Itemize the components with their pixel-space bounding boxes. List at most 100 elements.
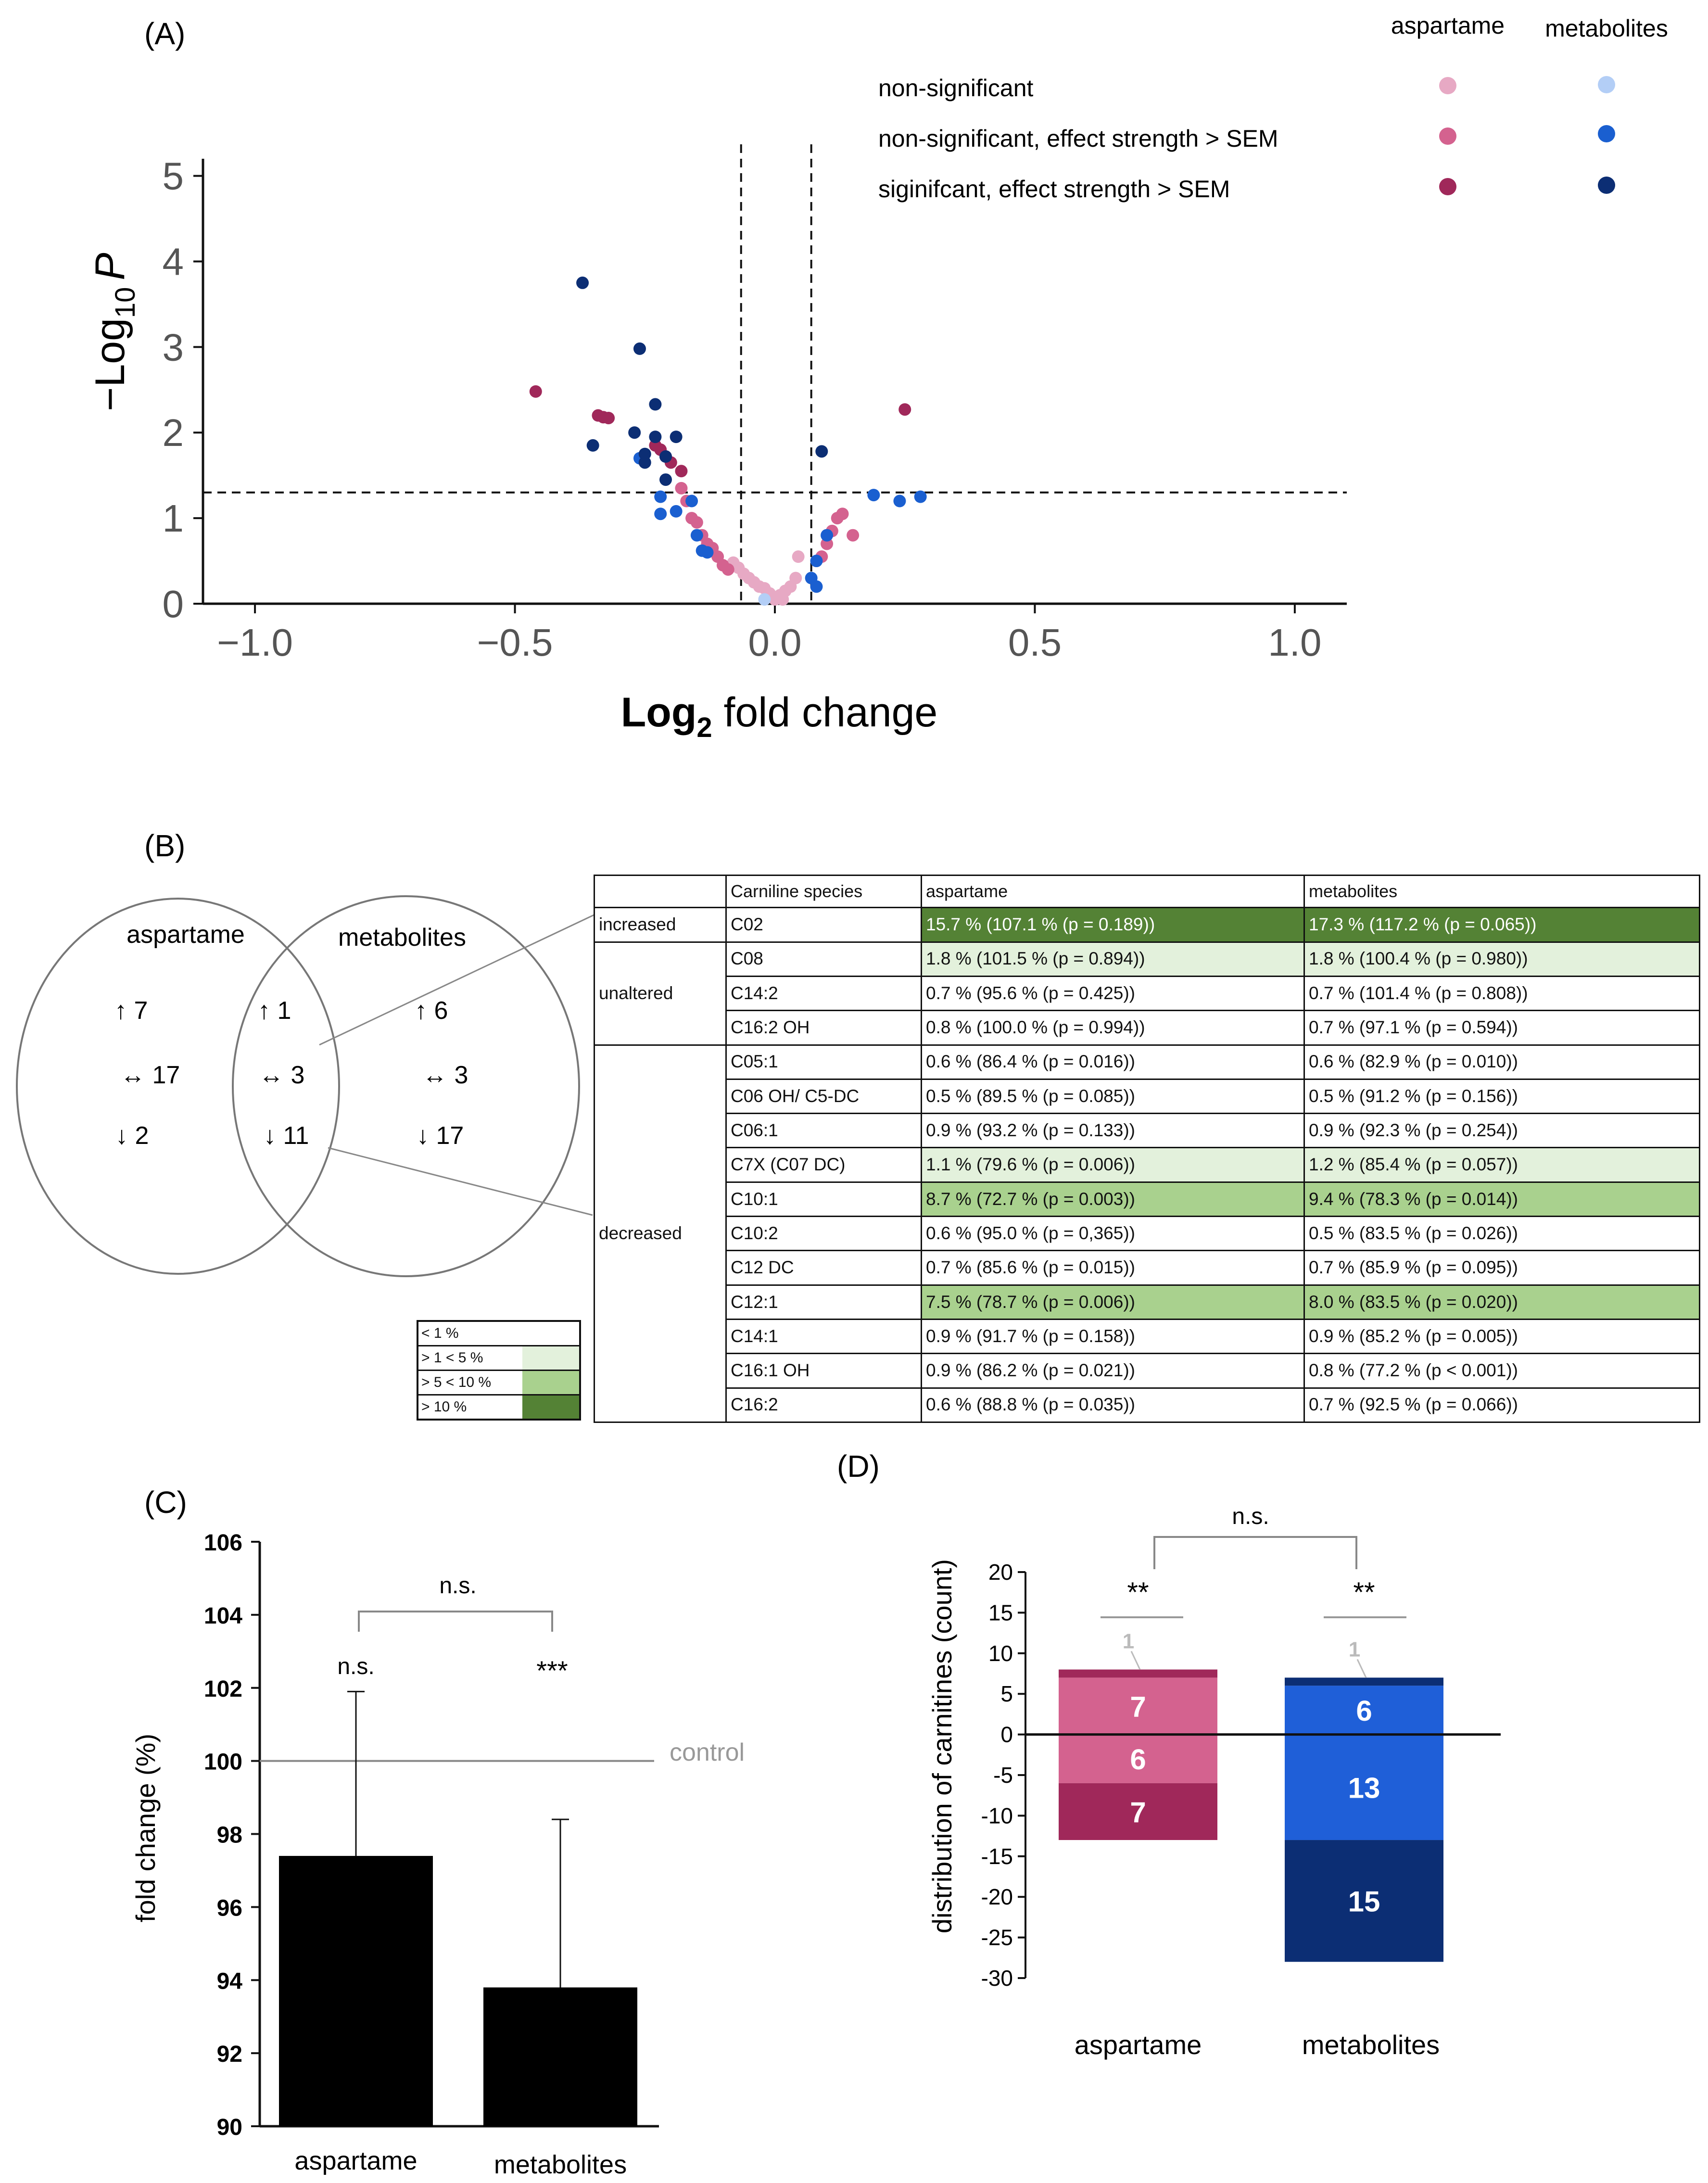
volcano-point [815,445,828,458]
legend-row-label: non-significant [878,75,1034,102]
c-bar-significance: *** [536,1655,568,1686]
c-y-tick-label: 102 [204,1676,242,1702]
volcano-point [847,529,860,542]
table-row: decreased C05:1 0.6 % (86.4 % (p = 0.016))… [594,1044,1700,1423]
volcano-ticks: −1.0 −0.5 0.0 0.5 1.0 0 1 2 3 4 5 [163,155,1322,664]
d-bar-significance: ** [1353,1577,1375,1608]
legend-row-label: non-significant, effect strength > SEM [878,125,1278,152]
d-bar-segment [1285,1840,1443,1962]
volcano-x-tick-label: 0.5 [1008,621,1062,664]
shade-legend-row: > 10 % [418,1396,579,1419]
volcano-point [659,473,672,486]
c-bar [279,1856,433,2126]
volcano-point [576,276,589,289]
legend-dot-asp-dark [1439,178,1456,195]
venn-title-metabolites: metabolites [338,924,466,952]
d-y-tick-label: -20 [981,1884,1013,1909]
legend-dot-asp-mid [1439,127,1456,145]
d-bracket-label: n.s. [1232,1504,1269,1529]
c-y-tick-label: 94 [217,1968,243,1994]
table-row: C06:1 0.9 % (93.2 % (p = 0.133)) 0.9 % (92… [595,1113,1700,1149]
volcano-points [529,276,927,606]
shade-legend-row: > 5 < 10 % [418,1371,579,1396]
volcano-x-tick-label: 0.0 [748,621,801,664]
table-metabolites-cell: 0.5 % (83.5 % (p = 0.026)) [1303,1216,1700,1252]
d-segment-label: 15 [1348,1886,1380,1918]
volcano-point [649,431,662,444]
shade-legend-swatch [522,1322,579,1345]
legend-row-label: siginifcant, effect strength > SEM [878,176,1230,203]
shade-legend: < 1 % > 1 < 5 % > 5 < 10 % > 10 % [417,1320,581,1421]
table-species-cell: C10:1 [725,1181,922,1218]
d-segment-label: 13 [1348,1772,1380,1804]
legend-col-metabolites: metabolites [1545,15,1668,42]
legend-col-aspartame: aspartame [1391,12,1505,39]
table-aspartame-cell: 1.8 % (101.5 % (p = 0.894)) [921,941,1305,977]
shade-legend-label: > 1 < 5 % [421,1350,483,1366]
volcano-point [586,439,599,452]
carnitine-table-body: Carniline species aspartame metabolites … [594,874,1700,1423]
table-metabolites-cell: 0.8 % (77.2 % (p < 0.001)) [1303,1353,1700,1389]
volcano-point [654,508,667,520]
legend-dot-met-light [1598,76,1615,93]
c-y-tick-label: 106 [204,1530,242,1556]
volcano-point [721,563,734,576]
volcano-thresholds [203,144,1347,604]
volcano-x-label-sub: 2 [696,712,712,743]
d-y-tick-label: 0 [1000,1722,1013,1747]
d-bar-segment [1059,1677,1217,1735]
volcano-y-label: −Log10 P [87,253,141,411]
c-bar-significance: n.s. [337,1654,374,1679]
venn-connector-top [319,892,641,1046]
volcano-y-label-minus: − [87,387,133,411]
table-aspartame-cell: 0.7 % (95.6 % (p = 0.425)) [921,975,1305,1012]
volcano-point [821,529,834,542]
table-header-row: Carniline species aspartame metabolites [594,874,1700,909]
table-row: C7X (C07 DC) 1.1 % (79.6 % (p = 0.006)) 1.… [595,1147,1700,1183]
table-header-cell: aspartame [921,874,1305,909]
d-bar-segment [1059,1669,1217,1678]
volcano-point [670,505,683,518]
table-species-cell: C08 [725,941,922,977]
table-group-label: unaltered [594,941,727,1046]
volcano-x-label-main: Log [621,689,697,736]
table-row: C16:2 0.6 % (88.8 % (p = 0.035)) 0.7 % (92… [595,1387,1700,1423]
volcano-point [867,489,880,502]
table-aspartame-cell: 0.6 % (86.4 % (p = 0.016)) [921,1044,1305,1080]
d-axes: 20 15 10 5 0 -5 -10 -15 -20 -25 -30 [981,1560,1026,1991]
venn-right-equal: ↔ 3 [422,1061,468,1089]
table-row: C14:2 0.7 % (95.6 % (p = 0.425)) 0.7 % (10… [595,975,1700,1012]
panel-label-d: (D) [837,1449,880,1484]
shade-legend-swatch [522,1346,579,1370]
shade-legend-row: > 1 < 5 % [418,1346,579,1371]
d-bar-significance: ** [1127,1577,1149,1608]
table-aspartame-cell: 0.6 % (88.8 % (p = 0.035)) [921,1387,1305,1423]
table-aspartame-cell: 0.8 % (100.0 % (p = 0.994)) [921,1010,1305,1046]
volcano-point [690,529,703,542]
d-bracket [1153,1536,1357,1569]
venn-left-equal: ↔ 17 [120,1061,180,1089]
d-y-tick-label: -5 [993,1763,1013,1788]
d-bar-segment [1059,1783,1217,1840]
carnitine-distribution-chart: 20 15 10 5 0 -5 -10 -15 -20 -25 -30 1 7 6 7 1 6 13 15 dis… [927,1504,1501,2060]
d-bar-segment [1285,1686,1443,1735]
c-bracket [358,1611,553,1632]
volcano-y-tick-label: 1 [163,497,184,540]
volcano-point [893,495,906,508]
volcano-point [602,411,615,424]
table-metabolites-cell: 9.4 % (78.3 % (p = 0.014)) [1303,1181,1700,1218]
table-aspartame-cell: 8.7 % (72.7 % (p = 0.003)) [921,1181,1305,1218]
table-metabolites-cell: 0.7 % (97.1 % (p = 0.594)) [1303,1010,1700,1046]
volcano-y-tick-label: 2 [163,411,184,454]
table-metabolites-cell: 1.8 % (100.4 % (p = 0.980)) [1303,941,1700,977]
table-metabolites-cell: 0.7 % (101.4 % (p = 0.808)) [1303,975,1700,1012]
table-row: C16:1 OH 0.9 % (86.2 % (p = 0.021)) 0.8 % … [595,1353,1700,1389]
d-segment-label: 6 [1130,1743,1146,1776]
table-metabolites-cell: 0.5 % (91.2 % (p = 0.156)) [1303,1078,1700,1115]
fold-change-bar-chart: 90 92 94 96 98 100 102 104 106 fold change (%) c… [130,1530,745,2179]
venn-mid-equal: ↔ 3 [259,1061,304,1089]
volcano-point [633,342,646,355]
volcano-point [792,550,805,563]
carnitine-table: Carniline species aspartame metabolites … [594,874,1700,1423]
volcano-point [914,490,927,503]
